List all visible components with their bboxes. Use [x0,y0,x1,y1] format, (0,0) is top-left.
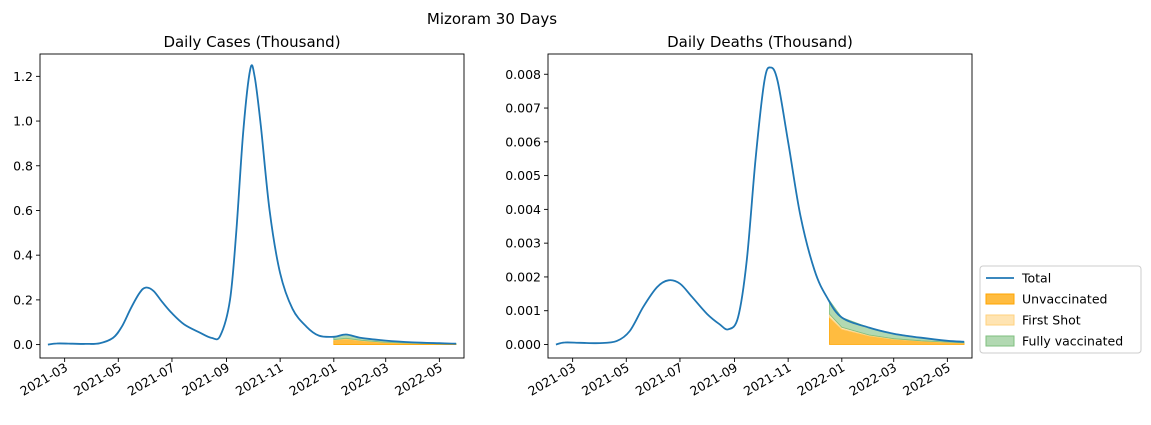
legend-label: Total [1021,271,1051,286]
total-line [47,64,457,346]
x-tick-label: 2021-11 [233,360,286,399]
y-tick-label: 1.0 [13,114,33,129]
y-tick-label: 0.004 [505,202,541,217]
x-tick-label: 2022-05 [900,360,953,399]
x-tick-label: 2021-07 [633,360,686,399]
y-tick-label: 1.2 [13,69,33,84]
x-tick-label: 2021-03 [525,360,578,399]
legend-label: Unvaccinated [1022,292,1107,307]
plot-frame [39,53,465,359]
x-tick-label: 2021-09 [179,360,232,399]
chart-title: Daily Deaths (Thousand) [667,33,853,51]
y-tick-label: 0.6 [13,203,33,218]
x-tick-label: 2021-05 [579,360,632,399]
chart-1: Daily Cases (Thousand) 0.0 0.2 0.4 0.6 0.8 1.0… [13,33,465,399]
legend-label: First Shot [1022,313,1081,328]
x-tick-label: 2021-11 [741,360,794,399]
y-tick-label: 0.0 [13,337,33,352]
x-tick-label: 2021-05 [71,360,124,399]
legend-swatch-unvaccinated [985,293,1015,305]
y-tick-label: 0.000 [505,337,541,352]
plot-frame [547,53,973,359]
figure-title: Mizoram 30 Days [427,10,557,28]
x-tick-label: 2022-03 [846,360,899,399]
y-tick-label: 0.006 [505,134,541,149]
y-tick-label: 0.005 [505,168,541,183]
y-tick-label: 0.003 [505,236,541,251]
y-tick-label: 0.001 [505,303,541,318]
x-tick-label: 2022-01 [795,360,848,399]
total-line [555,66,965,346]
legend-swatch-first-shot [985,314,1015,326]
legend: Total Unvaccinated First Shot Fully vaccina… [979,265,1142,354]
legend-label: Fully vaccinated [1022,334,1123,349]
y-tick-label: 0.8 [13,158,33,173]
y-tick-label: 0.2 [13,292,33,307]
y-tick-label: 0.002 [505,269,541,284]
legend-swatch-fully-vaccinated [985,335,1015,347]
x-tick-label: 2021-07 [125,360,178,399]
y-tick-label: 0.007 [505,101,541,116]
x-tick-label: 2021-03 [17,360,70,399]
chart-title: Daily Cases (Thousand) [163,33,340,51]
x-tick-label: 2022-05 [392,360,445,399]
chart-2: Daily Deaths (Thousand) 0.000 0.001 0.002 0.… [505,33,973,399]
x-tick-label: 2022-03 [338,360,391,399]
y-tick-label: 0.4 [13,248,33,263]
legend-box [979,265,1142,354]
x-tick-label: 2022-01 [287,360,340,399]
y-tick-label: 0.008 [505,67,541,82]
x-tick-label: 2021-09 [687,360,740,399]
